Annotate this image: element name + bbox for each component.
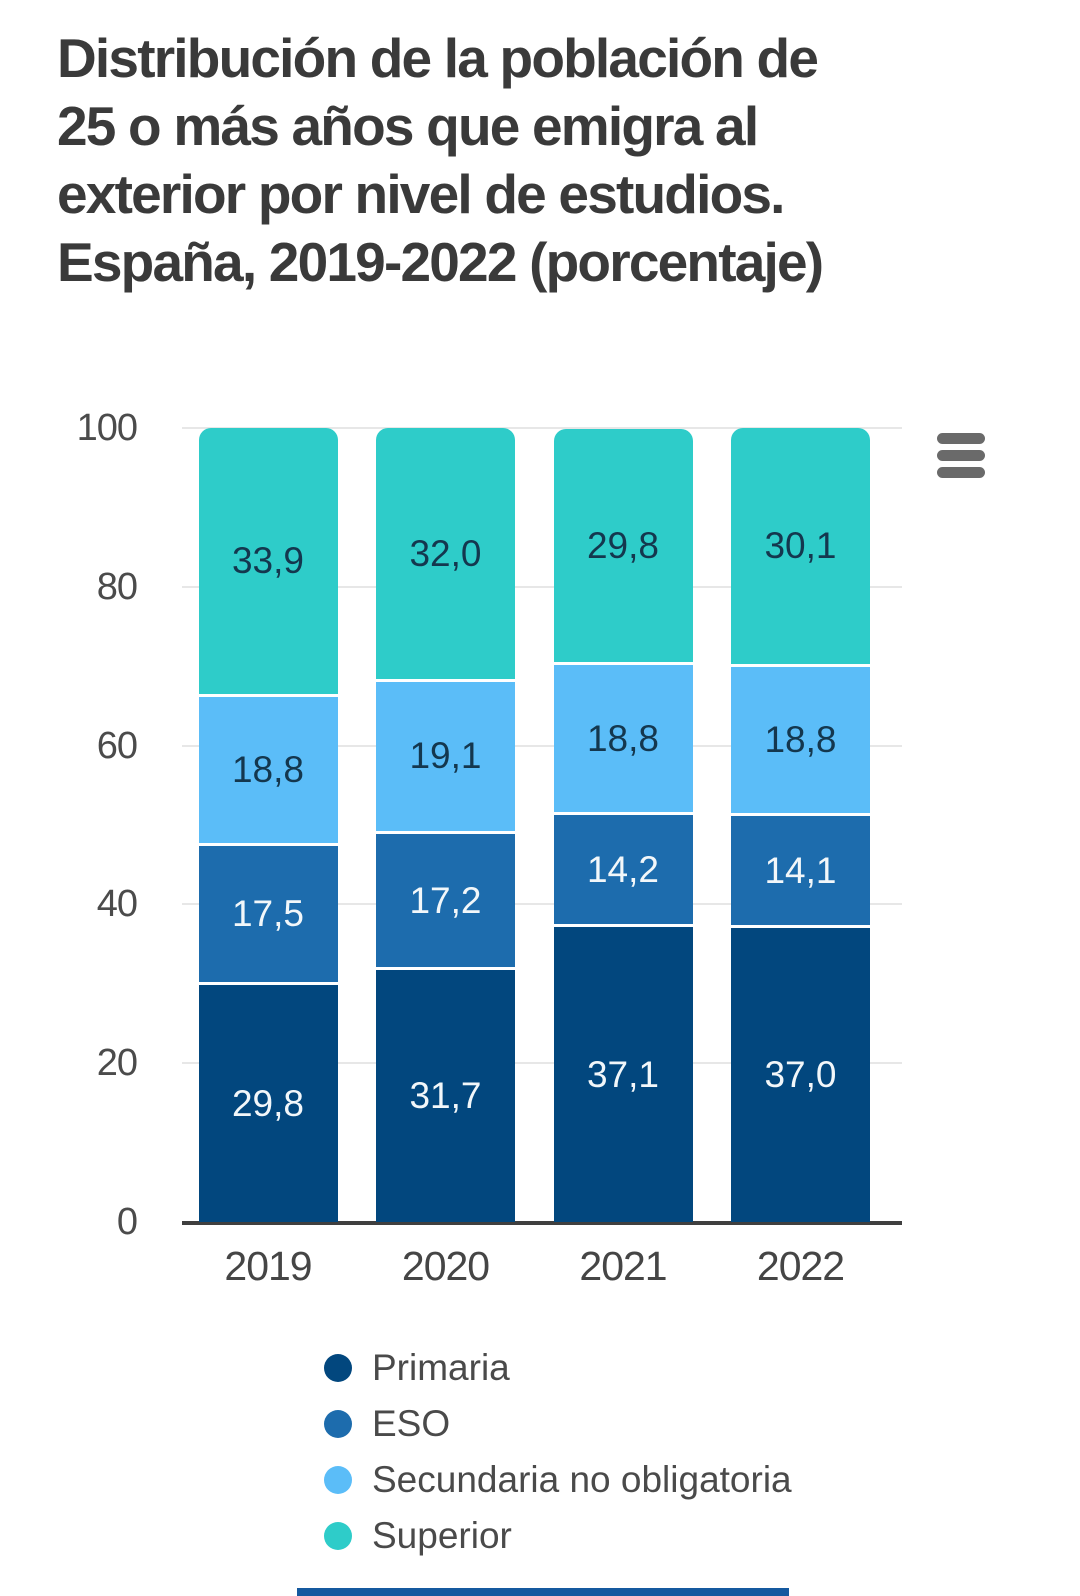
y-axis-tick-label: 20 (96, 1042, 138, 1085)
bar-segment-eso-2021[interactable]: 14,2 (553, 814, 693, 928)
bar-value-label: 17,5 (231, 893, 304, 935)
bar-segment-primaria-2019[interactable]: 29,8 (198, 985, 338, 1222)
x-axis-label-2021: 2021 (579, 1243, 667, 1289)
bar-value-label: 30,1 (764, 524, 837, 566)
hamburger-bar (937, 433, 985, 444)
bar-value-label: 18,8 (231, 749, 304, 791)
bar-segment-primaria-2020[interactable]: 31,7 (376, 970, 515, 1222)
y-axis-tick-label: 0 (116, 1201, 138, 1243)
bar-value-label: 33,9 (231, 540, 304, 582)
legend-label: Secundaria no obligatoria (372, 1459, 792, 1500)
legend-dot-icon (324, 1522, 352, 1550)
bar-value-label: 31,7 (409, 1075, 482, 1117)
bar-value-label: 18,8 (764, 719, 837, 761)
x-axis-label-2020: 2020 (401, 1243, 490, 1289)
legend-dot-icon (324, 1410, 352, 1438)
bar-segment-eso-2020[interactable]: 17,2 (376, 833, 515, 971)
bar-segment-secundaria-no-obligatoria-2022[interactable]: 18,8 (731, 666, 870, 817)
chart-title-line: exterior por nivel de estudios. (57, 163, 785, 225)
bar-segment-eso-2022[interactable]: 14,1 (731, 816, 870, 929)
legend-item-eso[interactable]: ESO (324, 1396, 792, 1452)
legend-dot-icon (324, 1354, 352, 1382)
gridline (182, 585, 902, 588)
bar-segment-secundaria-no-obligatoria-2019[interactable]: 18,8 (198, 697, 338, 847)
legend-item-superior[interactable]: Superior (324, 1508, 792, 1564)
hamburger-icon[interactable] (937, 433, 985, 478)
bottom-ui-bar (297, 1588, 789, 1596)
y-axis-tick-label: 60 (96, 724, 138, 767)
legend-label: Superior (372, 1515, 512, 1556)
bar-segment-secundaria-no-obligatoria-2021[interactable]: 18,8 (553, 665, 693, 815)
x-axis-label-2022: 2022 (756, 1243, 845, 1289)
chart-title-line: Distribución de la población de (57, 27, 819, 89)
y-axis-tick-label: 40 (96, 883, 138, 926)
bar-segment-superior-2019[interactable]: 33,9 (198, 428, 338, 698)
bar-segment-eso-2019[interactable]: 17,5 (198, 846, 338, 986)
y-axis-tick-label: 100 (76, 407, 138, 449)
gridline (182, 427, 902, 429)
bar-value-label: 18,8 (586, 717, 659, 759)
legend-label: ESO (372, 1403, 451, 1444)
bar-segment-superior-2020[interactable]: 32,0 (376, 428, 515, 683)
legend-dot-icon (324, 1466, 352, 1494)
bar-value-label: 19,1 (409, 735, 482, 777)
bar-value-label: 37,1 (586, 1053, 659, 1095)
bar-value-label: 17,2 (409, 879, 482, 921)
hamburger-bar (937, 467, 985, 478)
hamburger-bar (937, 450, 985, 461)
gridline (182, 903, 902, 906)
gridline (182, 1062, 902, 1065)
bar-value-label: 32,0 (409, 532, 482, 574)
bar-value-label: 29,8 (586, 524, 659, 566)
legend-label: Primaria (372, 1347, 510, 1388)
bar-segment-primaria-2022[interactable]: 37,0 (731, 928, 870, 1222)
bar-value-label: 14,2 (586, 848, 659, 890)
x-axis-line (182, 1221, 902, 1225)
chart-title: Distribución de la población de 25 o más… (57, 24, 1047, 296)
bar-value-label: 14,1 (764, 849, 837, 891)
y-axis-tick-label: 80 (96, 565, 138, 608)
x-axis-label-2019: 2019 (224, 1243, 312, 1289)
chart-legend: Primaria ESO Secundaria no obligatoria Supe… (324, 1340, 792, 1564)
legend-item-primaria[interactable]: Primaria (324, 1340, 792, 1396)
bar-segment-primaria-2021[interactable]: 37,1 (553, 927, 693, 1222)
chart-title-line: 25 o más años que emigra al (57, 95, 759, 157)
bar-value-label: 37,0 (764, 1054, 837, 1096)
chart-title-line: España, 2019-2022 (porcentaje) (57, 231, 824, 293)
gridline (182, 744, 902, 747)
bar-segment-secundaria-no-obligatoria-2020[interactable]: 19,1 (376, 682, 515, 834)
bar-segment-superior-2022[interactable]: 30,1 (731, 428, 870, 667)
legend-item-secundaria-no-obligatoria[interactable]: Secundaria no obligatoria (324, 1452, 792, 1508)
bar-value-label: 29,8 (231, 1082, 304, 1124)
bar-segment-superior-2021[interactable]: 29,8 (553, 428, 693, 666)
